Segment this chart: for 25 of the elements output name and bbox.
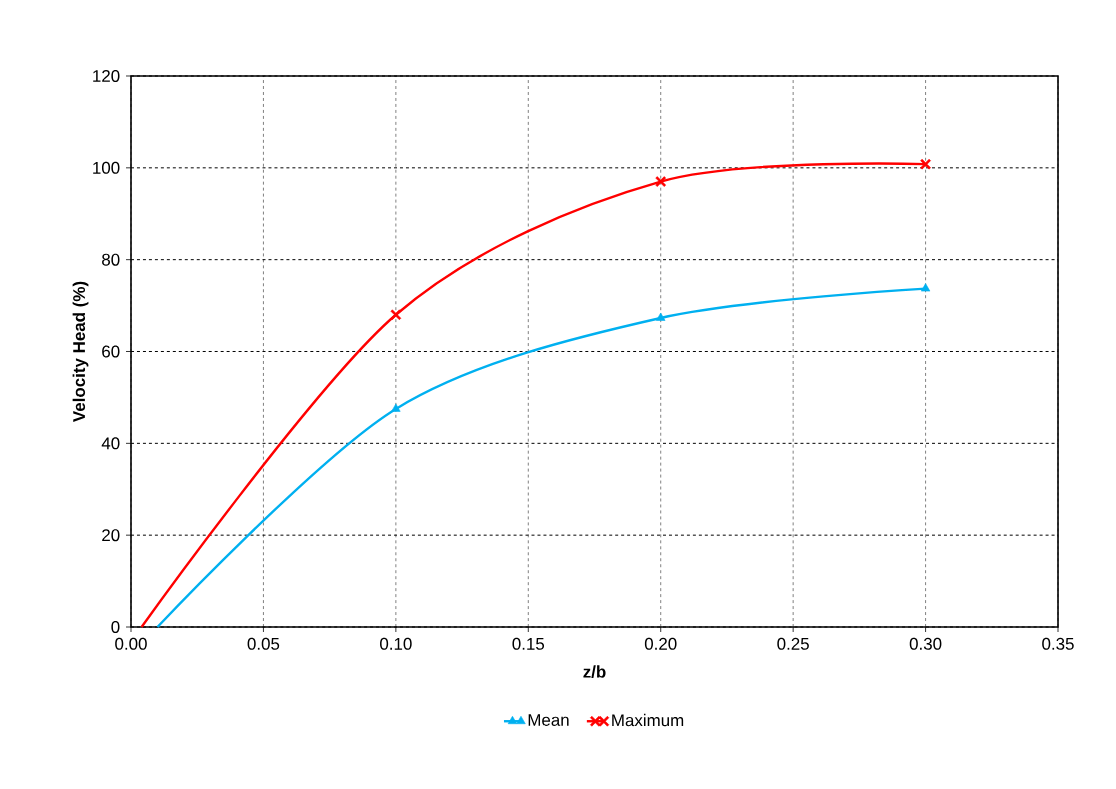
y-tick-label: 80 (102, 253, 120, 266)
x-tick-label: 0.15 (512, 637, 545, 650)
y-tick-label: 60 (102, 345, 120, 358)
x-tick-label: 0.30 (909, 637, 942, 650)
y-tick-label: 0 (111, 621, 120, 633)
y-tick-label: 120 (93, 70, 120, 82)
y-axis-title: Velocity Head (%) (72, 281, 89, 422)
legend-label: Mean (528, 714, 569, 726)
point (655, 176, 667, 187)
y-tick-label: 20 (102, 529, 120, 542)
legend-label: Maximum (612, 713, 684, 727)
x-tick-label: 0.35 (1042, 637, 1074, 650)
point (390, 309, 402, 321)
x-tick-label: 0.25 (777, 637, 809, 650)
point (920, 158, 931, 170)
x-tick-label: 0.00 (115, 637, 147, 650)
x-axis-title: z/b (583, 665, 606, 678)
x-tick-label: 0.20 (644, 637, 677, 650)
y-tick-label: 100 (93, 161, 120, 174)
point (391, 403, 401, 412)
x-tick-label: 0.10 (380, 637, 412, 650)
point (656, 312, 666, 321)
y-tick-label: 40 (101, 437, 120, 450)
x-tick-label: 0.05 (247, 637, 280, 650)
point (920, 283, 931, 292)
